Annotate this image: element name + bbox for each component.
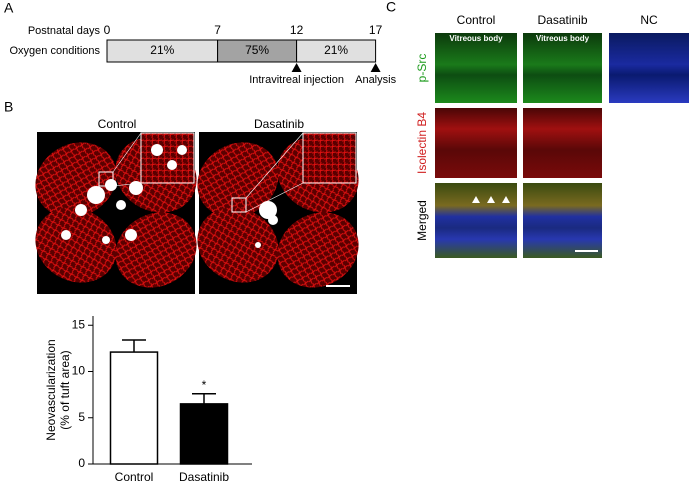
micrograph — [523, 183, 602, 258]
y-tick-label: 5 — [78, 410, 85, 424]
column-label: NC — [640, 13, 658, 27]
layer: A B C Postnatal days Oxygen conditions 21% 75%… — [4, 0, 689, 484]
row-label: Isolectin B4 — [415, 112, 429, 174]
tuft — [151, 144, 163, 156]
micrograph — [435, 33, 517, 103]
timeline-segment — [296, 39, 377, 63]
arrowhead — [472, 196, 480, 203]
retina-petal — [197, 207, 279, 283]
segment-label: 21% — [150, 43, 174, 57]
tuft — [125, 229, 137, 241]
region-label: Vitreous body — [449, 34, 503, 43]
y-tick-label: 0 — [78, 456, 85, 470]
x-tick-label: Dasatinib — [179, 470, 229, 484]
tuft — [102, 236, 110, 244]
day-label: 17 — [369, 23, 383, 37]
row-label: Postnatal days — [28, 25, 101, 37]
retina-petal — [35, 207, 117, 283]
day-label: 0 — [104, 23, 111, 37]
retina-petal — [197, 142, 279, 218]
inset — [302, 132, 357, 184]
column-label: Control — [457, 13, 496, 27]
event-marker — [370, 63, 381, 72]
inset-connector — [112, 132, 142, 173]
micrograph — [523, 33, 602, 103]
micrograph — [435, 108, 517, 178]
inset-connector — [112, 182, 142, 187]
retina-petal — [115, 212, 197, 288]
tuft — [75, 204, 87, 216]
row-label: Oxygen conditions — [10, 45, 101, 57]
inset-box — [231, 197, 247, 213]
tuft — [177, 145, 187, 155]
region-label: Vitreous body — [536, 34, 590, 43]
tuft — [116, 200, 126, 210]
arrowhead — [487, 196, 495, 203]
tuft — [255, 242, 261, 248]
tuft — [61, 230, 71, 240]
tuft — [105, 179, 117, 191]
inset-box — [98, 171, 114, 187]
event-label: Intravitreal injection — [249, 74, 344, 86]
tuft — [268, 215, 278, 225]
inset-connector — [245, 132, 304, 199]
day-label: 12 — [290, 23, 304, 37]
micrograph — [435, 183, 517, 258]
panel-letter: B — [4, 99, 13, 115]
tuft — [259, 201, 277, 219]
day-label: 7 — [214, 23, 221, 37]
significance: * — [202, 378, 207, 392]
micrograph — [609, 33, 689, 103]
tuft — [87, 186, 105, 204]
segment-label: 75% — [245, 43, 269, 57]
arrowhead — [502, 196, 510, 203]
y-tick-label: 15 — [72, 317, 86, 331]
inset-connector — [245, 182, 304, 213]
image-label: Dasatinib — [254, 117, 304, 131]
x-tick-label: Control — [115, 470, 154, 484]
bar — [109, 351, 159, 465]
inset — [140, 132, 195, 184]
row-label: p-Src — [415, 54, 429, 83]
tuft — [167, 160, 177, 170]
tuft — [129, 181, 143, 195]
column-label: Dasatinib — [537, 13, 587, 27]
segment-label: 21% — [324, 43, 348, 57]
panel-letter: A — [4, 0, 14, 16]
panel-letter: C — [386, 0, 396, 15]
row-label: Merged — [415, 200, 429, 241]
y-tick-label: 10 — [72, 364, 86, 378]
micrograph — [523, 108, 602, 178]
y-axis-label: (% of tuft area) — [58, 350, 72, 429]
image-label: Control — [98, 117, 137, 131]
bar — [179, 403, 229, 465]
y-axis-label: Neovascularization — [44, 339, 58, 440]
event-marker — [291, 63, 302, 72]
retina-petal — [277, 212, 359, 288]
event-label: Analysis — [355, 74, 396, 86]
